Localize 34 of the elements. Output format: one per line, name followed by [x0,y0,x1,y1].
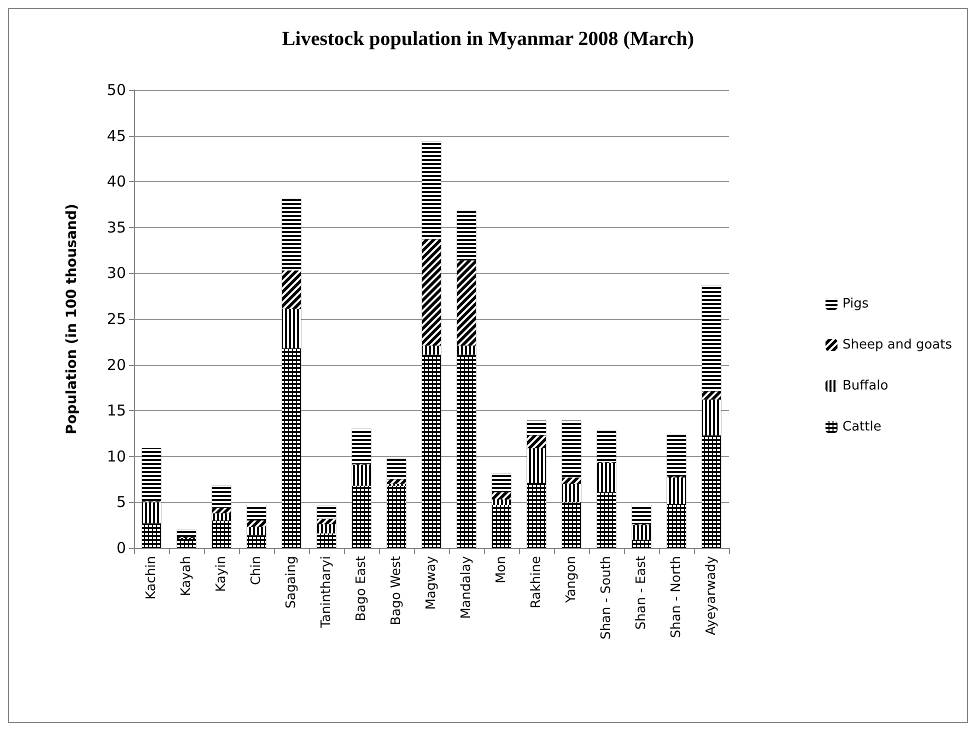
x-tick-label: Shan - North [669,556,684,638]
y-tick-label: 40 [106,172,126,191]
chart-title: Livestock population in Myanmar 2008 (March) [282,28,694,50]
y-axis-title: Population (in 100 thousand) [64,204,80,434]
x-tick-label: Kayin [214,556,229,592]
x-tick-label: Shan - South [599,556,614,640]
x-tick-label: Sagaing [284,556,299,609]
y-tick-label: 15 [106,402,126,420]
x-tick-label: Bago East [354,556,369,622]
y-tick-label: 50 [106,81,126,99]
x-tick-label: Kachin [144,556,159,600]
x-tick-label: Magway [424,556,439,610]
y-tick-label: 5 [116,493,126,512]
legend-label: Pigs [842,296,869,312]
x-tick-label: Rakhine [529,556,544,608]
y-tick-label: 20 [106,356,126,374]
x-tick-label: Yangon [564,556,579,604]
legend-label: Cattle [842,420,882,434]
y-tick-label: 30 [106,264,126,282]
x-tick-label: Mandalay [459,556,474,619]
y-tick-label: 25 [106,310,126,328]
x-tick-label: Tanintharyi [319,556,334,629]
y-tick-label: 35 [106,218,126,236]
y-tick-label: 45 [106,126,126,145]
x-tick-label: Chin [249,556,264,586]
x-tick-label: Shan - East [634,556,649,630]
x-tick-label: Ayeyarwady [704,556,719,636]
x-tick-label: Bago West [389,556,404,626]
x-tick-label: Mon [494,556,509,584]
x-tick-label: Kayah [179,556,194,596]
legend-label: Sheep and goats [842,338,952,352]
y-tick-label: 0 [116,539,126,557]
y-tick-label: 10 [106,447,126,466]
legend-label: Buffalo [842,378,888,394]
